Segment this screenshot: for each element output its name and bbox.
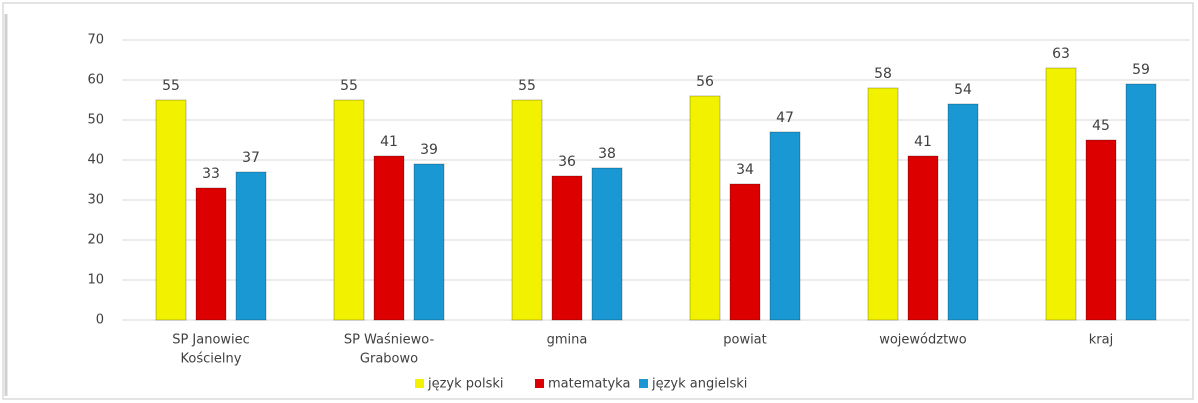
- value-label: 54: [954, 82, 972, 98]
- value-label: 45: [1092, 118, 1110, 134]
- legend-swatch: [415, 379, 424, 388]
- bar: [551, 175, 583, 321]
- bar: [689, 95, 721, 321]
- y-tick-label: 70: [87, 33, 104, 48]
- bar: [1125, 83, 1157, 321]
- value-label: 38: [598, 146, 616, 162]
- value-label: 55: [340, 78, 358, 94]
- y-tick-label: 10: [87, 273, 104, 288]
- bar: [729, 183, 761, 321]
- bar: [413, 163, 445, 321]
- bar: [1085, 139, 1117, 321]
- value-label: 41: [380, 134, 398, 150]
- value-label: 41: [914, 134, 932, 150]
- bar: [867, 87, 899, 321]
- legend-label: język polski: [427, 377, 504, 392]
- legend-swatch: [535, 379, 544, 388]
- x-tick-label: kraj: [1089, 333, 1113, 348]
- bar: [235, 171, 267, 321]
- y-tick-label: 60: [87, 73, 104, 88]
- bar: [373, 155, 405, 321]
- value-label: 55: [162, 78, 180, 94]
- bar: [511, 99, 543, 321]
- y-tick-label: 30: [87, 193, 104, 208]
- value-label: 58: [874, 66, 892, 82]
- x-tick-label: gmina: [547, 333, 588, 348]
- y-tick-label: 0: [96, 313, 104, 328]
- bar: [1045, 67, 1077, 321]
- value-label: 37: [242, 150, 260, 166]
- y-tick-label: 40: [87, 153, 104, 168]
- value-label: 47: [776, 110, 794, 126]
- bar: [769, 131, 801, 321]
- bar: [947, 103, 979, 321]
- x-tick-label: Kościelny: [181, 352, 242, 367]
- legend-label: język angielski: [651, 377, 747, 392]
- x-tick-label: SP Waśniewo-: [344, 333, 435, 348]
- x-tick-label: powiat: [723, 333, 767, 348]
- bar: [907, 155, 939, 321]
- legend-label: matematyka: [548, 377, 630, 392]
- y-tick-label: 20: [87, 233, 104, 248]
- value-label: 55: [518, 78, 536, 94]
- value-label: 36: [558, 154, 576, 170]
- x-tick-label: województwo: [879, 333, 967, 348]
- y-tick-label: 50: [87, 113, 104, 128]
- x-tick-label: SP Janowiec: [172, 333, 250, 348]
- bar: [195, 187, 227, 321]
- bar: [155, 99, 187, 321]
- value-label: 39: [420, 142, 438, 158]
- value-label: 33: [202, 166, 220, 182]
- bar: [333, 99, 365, 321]
- value-label: 59: [1132, 62, 1150, 78]
- value-label: 63: [1052, 46, 1070, 62]
- value-label: 56: [696, 74, 714, 90]
- legend-swatch: [639, 379, 648, 388]
- value-label: 34: [736, 162, 754, 178]
- x-tick-label: Grabowo: [360, 352, 418, 367]
- bar: [591, 167, 623, 321]
